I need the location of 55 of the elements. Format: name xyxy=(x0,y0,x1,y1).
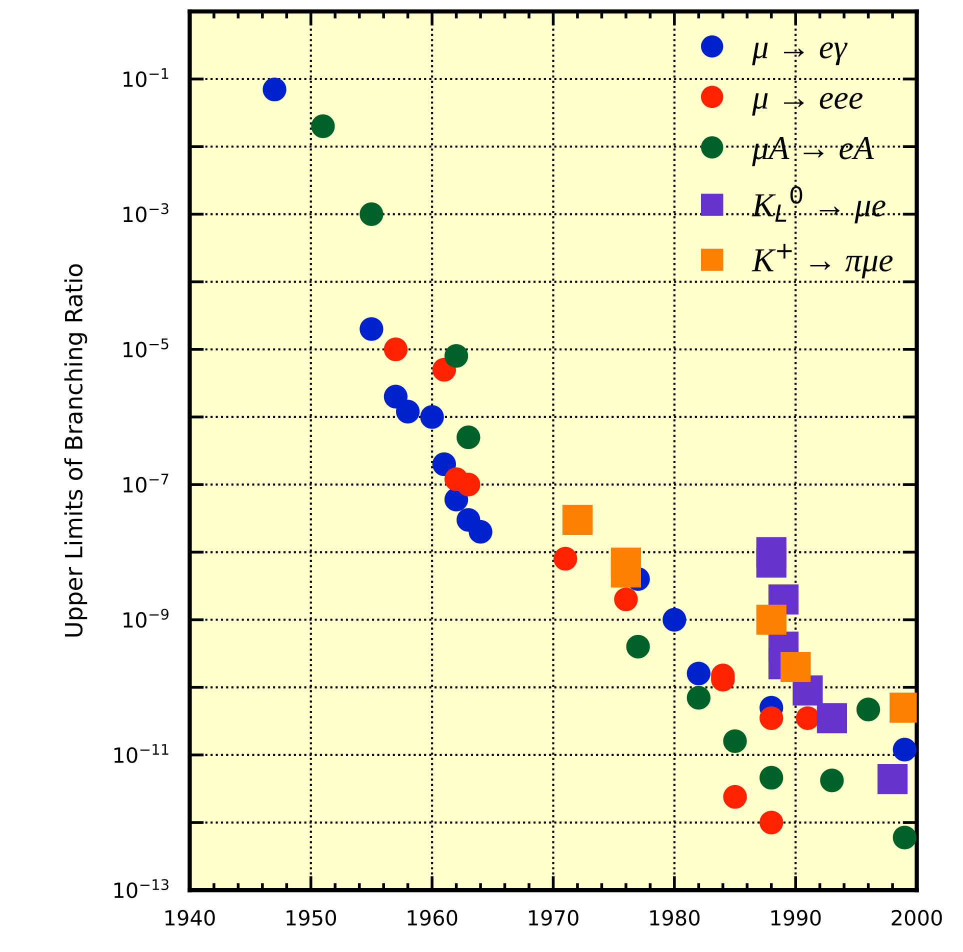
point xyxy=(554,546,578,571)
legend-label: K$_{L}$$^{0}$ → μe xyxy=(752,186,886,224)
y-tick-label: 10$^{−13}$ xyxy=(114,879,168,898)
x-tick-label: 1990 xyxy=(771,910,821,926)
legend-label: μ → eγ xyxy=(752,42,848,66)
legend-label: μA → eA xyxy=(752,137,874,166)
x-tick-label: 2000 xyxy=(892,910,942,926)
point xyxy=(820,768,844,792)
point xyxy=(723,729,747,753)
point xyxy=(396,400,420,424)
y-tick-label: 10$^{−1}$ xyxy=(124,68,168,88)
point xyxy=(610,557,642,588)
point xyxy=(384,384,408,408)
y-tick-label: 10$^{−5}$ xyxy=(124,338,168,358)
x-tick-label: 1950 xyxy=(286,910,336,926)
x-tick-label: 1980 xyxy=(650,910,700,926)
point xyxy=(780,652,811,682)
point xyxy=(686,662,710,686)
legend-label: K$^{+}$ → πμe xyxy=(752,244,893,278)
point xyxy=(456,472,480,496)
point xyxy=(384,338,408,362)
legend-label: μ → eee xyxy=(752,92,862,116)
point xyxy=(420,405,444,429)
y-tick-label: 10$^{−3}$ xyxy=(124,203,168,222)
point xyxy=(686,686,710,710)
y-tick-label: 10$^{−7}$ xyxy=(124,474,168,493)
point xyxy=(756,548,786,578)
point xyxy=(723,785,747,809)
point xyxy=(856,698,880,722)
point xyxy=(311,114,335,138)
y-axis-title: Upper Limits of Branching Ratio xyxy=(64,264,88,636)
point xyxy=(892,826,916,850)
point xyxy=(626,634,650,658)
point xyxy=(360,317,384,341)
point xyxy=(432,452,456,476)
point xyxy=(877,764,908,794)
y-tick-label: 10$^{−9}$ xyxy=(124,608,168,628)
point xyxy=(262,78,286,102)
x-tick-label: 1940 xyxy=(165,910,215,926)
point xyxy=(760,766,784,790)
y-tick-label: 10$^{−11}$ xyxy=(114,744,168,764)
point xyxy=(756,604,786,635)
point xyxy=(892,738,916,762)
point xyxy=(444,344,468,368)
point xyxy=(456,426,480,450)
x-tick-label: 1960 xyxy=(408,910,458,926)
point xyxy=(760,810,784,834)
point xyxy=(614,588,638,612)
point xyxy=(662,608,686,632)
point xyxy=(468,520,492,544)
point xyxy=(760,706,784,730)
point xyxy=(816,703,848,734)
point xyxy=(562,504,593,535)
point xyxy=(360,202,384,226)
x-tick-label: 1970 xyxy=(529,910,578,926)
